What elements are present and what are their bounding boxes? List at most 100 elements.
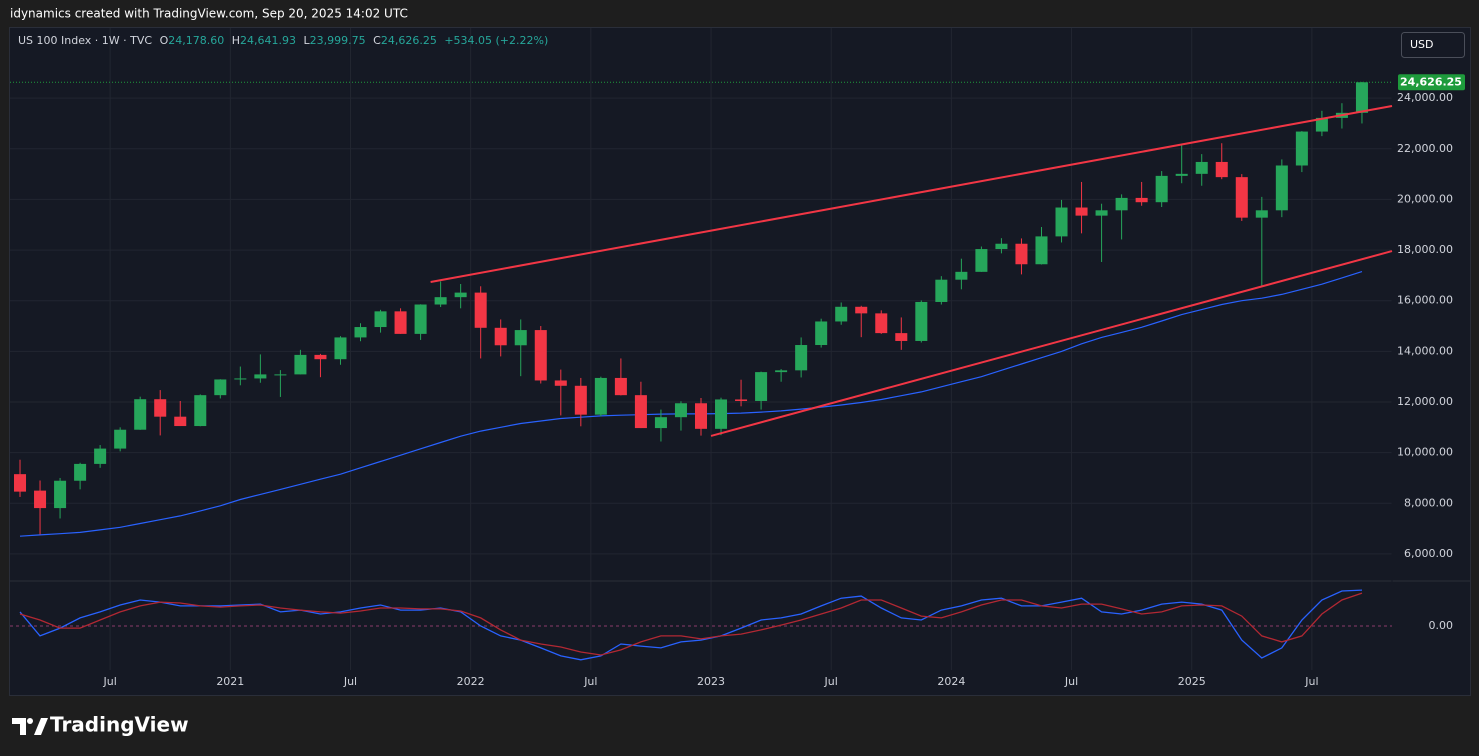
y-tick-label: 6,000.00 — [1404, 547, 1453, 560]
ohlc-value: 24,626.25 — [381, 34, 437, 47]
brand: TradingView — [50, 713, 189, 737]
logo-dot — [27, 718, 33, 724]
button-frame[interactable] — [1401, 32, 1465, 58]
candle-body — [935, 279, 948, 302]
brand-logo — [12, 718, 48, 735]
x-tick-label: 2024 — [937, 675, 965, 688]
candle-body — [554, 380, 567, 386]
candle-body — [174, 416, 187, 427]
x-tick-label: 2023 — [697, 675, 725, 688]
button-label[interactable]: USD — [1410, 38, 1434, 51]
candle-body — [574, 385, 587, 415]
candle-body — [775, 370, 788, 373]
candle-body — [1035, 236, 1048, 265]
candle-body — [434, 297, 447, 305]
x-tick-label: Jul — [824, 675, 838, 688]
ohlc-key: O — [160, 34, 169, 47]
candle-body — [514, 330, 527, 346]
logo-mark — [12, 718, 26, 735]
candle-body — [1075, 207, 1088, 216]
candle-body — [795, 345, 808, 371]
ohlc-value: 23,999.75 — [310, 34, 366, 47]
candle-body — [74, 463, 87, 481]
x-tick-label: 2021 — [216, 675, 244, 688]
candle-body — [214, 379, 227, 396]
candle-body — [895, 333, 908, 341]
chart-panel — [9, 27, 1471, 696]
candle-body — [414, 304, 427, 334]
candle-body — [494, 327, 507, 346]
legend-header: US 100 Index · 1W · TVC O24,178.60 H24,6… — [18, 34, 548, 47]
x-tick-label: Jul — [1304, 675, 1318, 688]
candle-body — [975, 249, 988, 272]
candle-body — [454, 292, 467, 298]
y-tick-label: 18,000.00 — [1397, 243, 1453, 256]
x-tick-label: 2025 — [1178, 675, 1206, 688]
candle-body — [534, 330, 547, 381]
y-tick-label: 16,000.00 — [1397, 294, 1453, 307]
ohlc-value: 24,178.60 — [168, 34, 224, 47]
candle-body — [1015, 243, 1028, 265]
candle-body — [1315, 117, 1328, 132]
y-tick-label: 12,000.00 — [1397, 395, 1453, 408]
candle-body — [1195, 161, 1208, 174]
candle-body — [634, 395, 647, 429]
candle-body — [134, 399, 147, 430]
x-tick-label: Jul — [1064, 675, 1078, 688]
ohlc-value: 24,641.93 — [240, 34, 296, 47]
trendline — [430, 105, 1393, 283]
candle-body — [1095, 210, 1108, 216]
candle-body — [474, 292, 487, 328]
candle-body — [194, 395, 207, 427]
x-tick-label: Jul — [583, 675, 597, 688]
candle-body — [154, 399, 167, 417]
ohlc-key: L — [304, 34, 311, 47]
candle-body — [1135, 197, 1148, 203]
candle-body — [955, 271, 968, 280]
candle-body — [755, 372, 768, 401]
candle-body — [1115, 197, 1128, 211]
y-tick-label: 22,000.00 — [1397, 142, 1453, 155]
candle-body — [995, 243, 1008, 250]
candle-body — [14, 474, 27, 492]
candle-body — [274, 374, 287, 376]
candle-body — [54, 480, 67, 509]
candle-body — [715, 399, 728, 429]
x-tick-label: Jul — [103, 675, 117, 688]
candle-body — [614, 377, 627, 396]
candle-body — [1275, 165, 1288, 211]
currency-button[interactable]: USD — [1401, 32, 1465, 58]
candle-body — [855, 306, 868, 314]
candle-body — [594, 377, 607, 415]
ohlc-key: H — [232, 34, 240, 47]
indicator-line — [19, 592, 1363, 656]
candle-body — [254, 374, 267, 379]
candle-body — [354, 327, 367, 338]
banner: idynamics created with TradingView.com, … — [10, 7, 408, 21]
candle-body — [394, 311, 407, 334]
candle-body — [1175, 173, 1188, 176]
y-tick-label: 24,000.00 — [1397, 91, 1453, 104]
ohlc-key: C — [373, 34, 381, 47]
symbol: US 100 Index · 1W · TVC — [18, 34, 152, 47]
change: +534.05 (+2.22%) — [444, 34, 548, 47]
candle-body — [1155, 175, 1168, 203]
y-tick-label: 14,000.00 — [1397, 344, 1453, 357]
candle-body — [34, 490, 47, 509]
candle-body — [815, 321, 828, 346]
candle-body — [314, 354, 327, 360]
logo-mark — [34, 718, 48, 735]
candle-body — [875, 313, 888, 334]
candle-body — [654, 417, 667, 429]
candle-body — [1295, 131, 1308, 166]
candle-body — [114, 429, 127, 449]
indicator-line — [19, 589, 1363, 661]
candle-body — [234, 378, 247, 380]
moving-average — [19, 271, 1363, 537]
candle-body — [735, 399, 748, 401]
y-tick-label: 20,000.00 — [1397, 192, 1453, 205]
candle-body — [915, 301, 928, 341]
trendline — [710, 250, 1393, 437]
candle-body — [94, 448, 107, 464]
